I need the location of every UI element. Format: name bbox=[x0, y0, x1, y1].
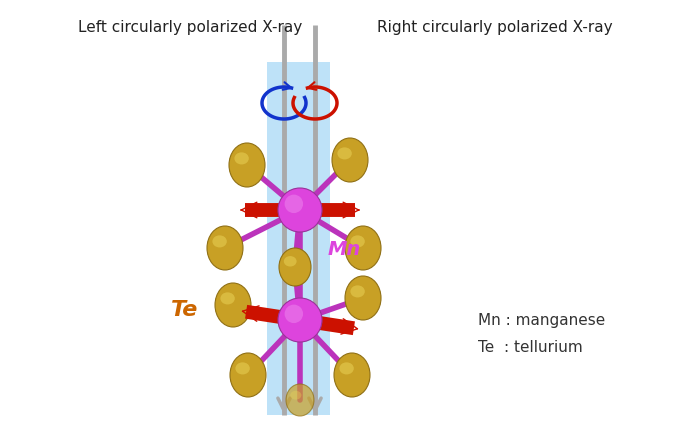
Ellipse shape bbox=[235, 362, 250, 374]
Circle shape bbox=[285, 194, 303, 213]
Ellipse shape bbox=[284, 256, 297, 267]
Ellipse shape bbox=[332, 138, 368, 182]
Text: Te  : tellurium: Te : tellurium bbox=[478, 340, 582, 356]
Ellipse shape bbox=[215, 283, 251, 327]
Circle shape bbox=[278, 188, 322, 232]
Ellipse shape bbox=[351, 235, 365, 247]
Circle shape bbox=[285, 304, 303, 323]
Text: Te: Te bbox=[172, 300, 199, 320]
Ellipse shape bbox=[290, 391, 302, 400]
Text: Mn: Mn bbox=[328, 240, 361, 259]
Ellipse shape bbox=[334, 353, 370, 397]
Text: Left circularly polarized X-ray: Left circularly polarized X-ray bbox=[78, 20, 302, 35]
Ellipse shape bbox=[345, 226, 381, 270]
Ellipse shape bbox=[230, 353, 266, 397]
Text: Right circularly polarized X-ray: Right circularly polarized X-ray bbox=[377, 20, 612, 35]
Ellipse shape bbox=[279, 248, 311, 286]
Ellipse shape bbox=[234, 152, 248, 165]
Ellipse shape bbox=[207, 226, 243, 270]
Ellipse shape bbox=[220, 292, 234, 304]
Text: Mn : manganese: Mn : manganese bbox=[478, 312, 606, 328]
Ellipse shape bbox=[212, 235, 227, 247]
Ellipse shape bbox=[286, 384, 314, 416]
Polygon shape bbox=[267, 62, 330, 415]
Ellipse shape bbox=[337, 147, 352, 159]
Ellipse shape bbox=[340, 362, 354, 374]
Circle shape bbox=[278, 298, 322, 342]
Ellipse shape bbox=[345, 276, 381, 320]
Ellipse shape bbox=[229, 143, 265, 187]
Ellipse shape bbox=[351, 285, 365, 297]
